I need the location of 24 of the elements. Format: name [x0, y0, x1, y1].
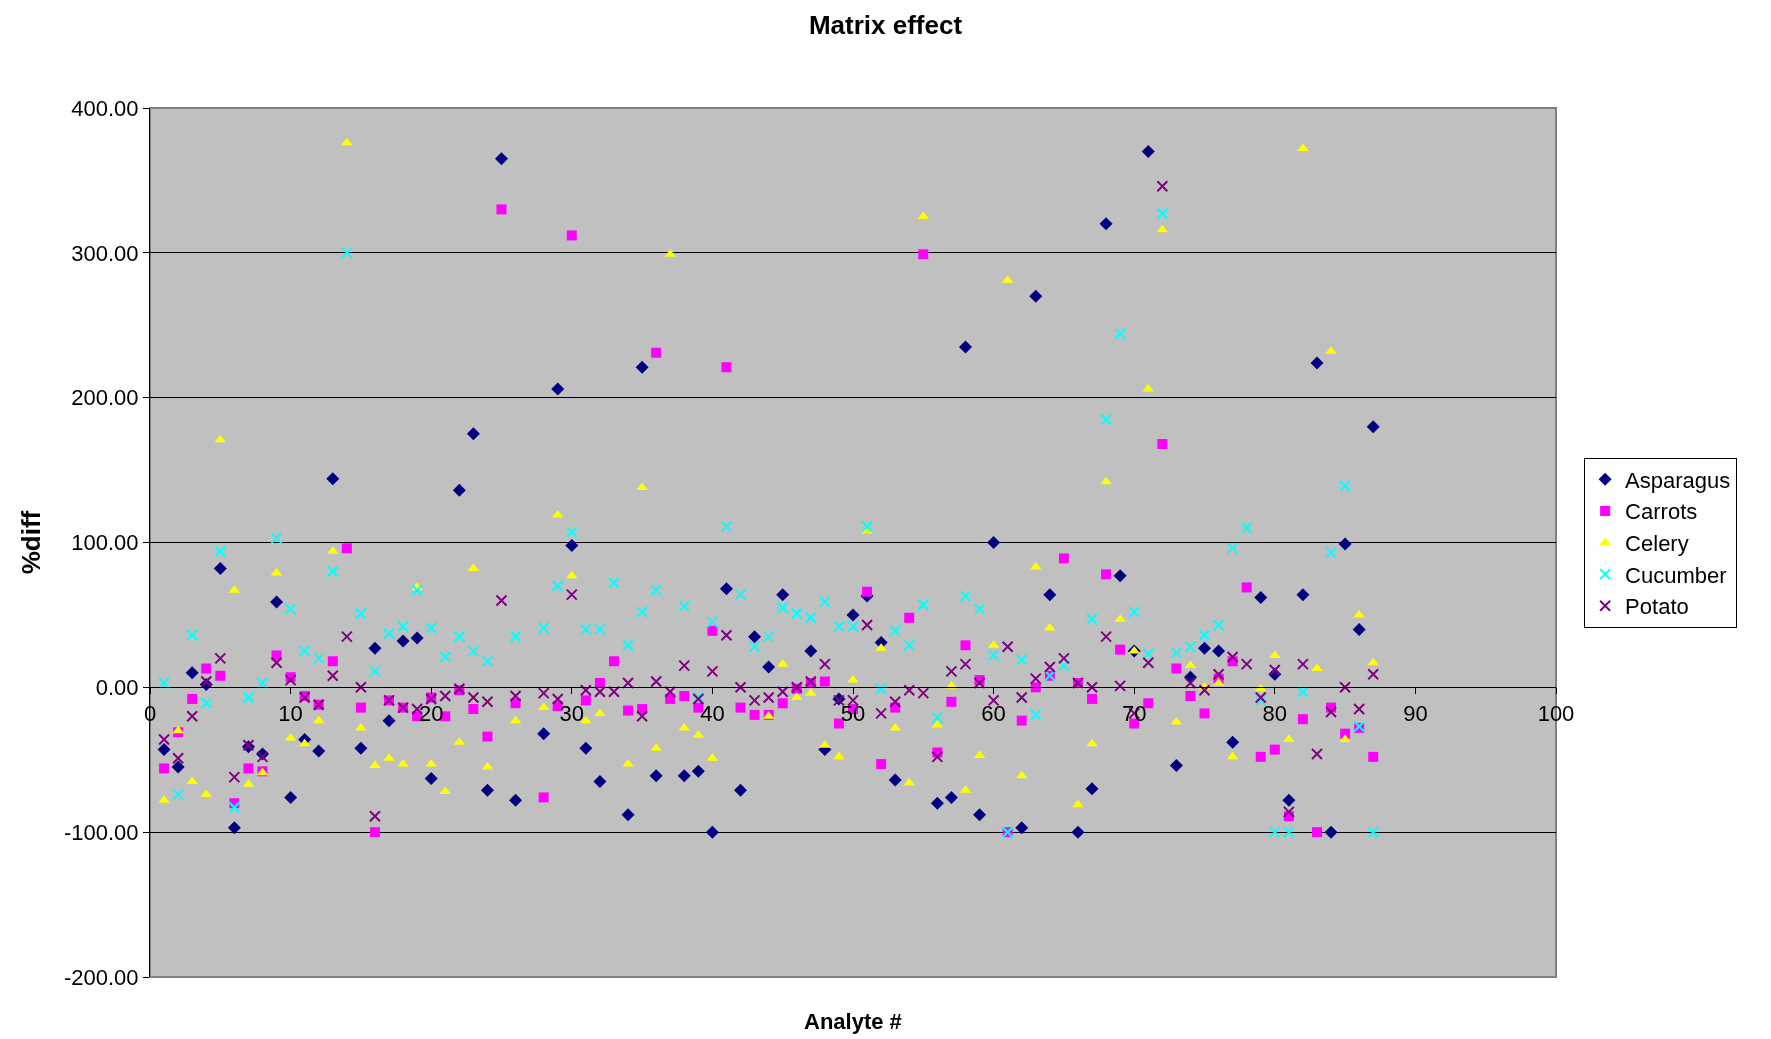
y-tick-label: 300.00: [71, 240, 139, 266]
legend-label: Asparagus: [1625, 467, 1731, 493]
x-tick-label: 40: [700, 700, 725, 726]
x-tick-label: 20: [418, 700, 444, 726]
x-tick-label: 50: [840, 700, 866, 726]
x-tick-label: 80: [1262, 700, 1288, 726]
x-axis-title: Analyte #: [804, 1009, 902, 1034]
legend-label: Carrots: [1625, 499, 1698, 525]
y-tick-label: 0.00: [95, 675, 139, 701]
chart-title: Matrix effect: [808, 9, 963, 40]
y-tick-label: 400.00: [71, 95, 139, 121]
x-tick-label: 30: [559, 700, 585, 726]
x-tick-label: 60: [981, 700, 1006, 726]
y-axis-title: %diff: [16, 510, 47, 575]
legend-label: Cucumber: [1625, 562, 1727, 588]
y-tick-label: 200.00: [71, 385, 139, 411]
legend-label: Potato: [1625, 594, 1689, 620]
x-tick-label: 100: [1537, 700, 1575, 726]
y-tick-label: 100.00: [71, 530, 139, 556]
x-tick-label: 90: [1403, 700, 1428, 726]
y-tick-label: -200.00: [63, 964, 139, 990]
x-tick-label: 10: [278, 700, 303, 726]
y-tick-label: -100.00: [63, 819, 139, 845]
legend-label: Celery: [1625, 531, 1689, 557]
